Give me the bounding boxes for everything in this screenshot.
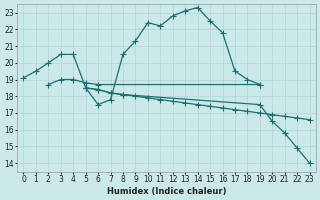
X-axis label: Humidex (Indice chaleur): Humidex (Indice chaleur) xyxy=(107,187,226,196)
